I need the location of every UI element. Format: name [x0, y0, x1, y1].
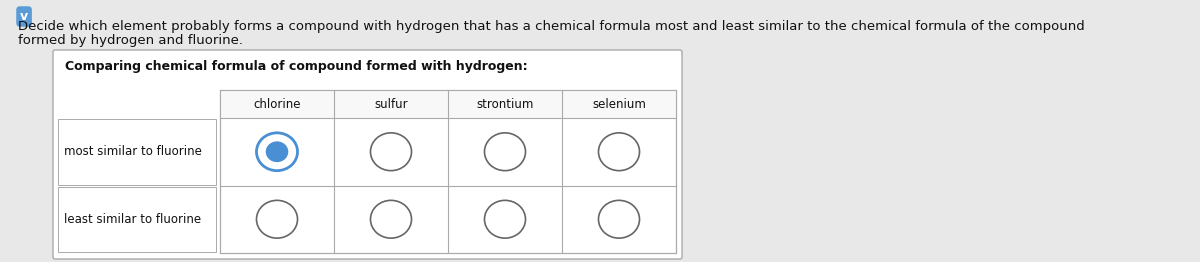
Ellipse shape: [371, 133, 412, 171]
Ellipse shape: [599, 133, 640, 171]
Bar: [58, 119, 216, 184]
Text: least similar to fluorine: least similar to fluorine: [64, 213, 202, 226]
Ellipse shape: [371, 200, 412, 238]
Ellipse shape: [485, 200, 526, 238]
Ellipse shape: [599, 200, 640, 238]
Text: v: v: [20, 10, 28, 23]
Ellipse shape: [265, 141, 288, 162]
Text: Decide which element probably forms a compound with hydrogen that has a chemical: Decide which element probably forms a co…: [18, 20, 1085, 33]
Text: Comparing chemical formula of compound formed with hydrogen:: Comparing chemical formula of compound f…: [65, 60, 528, 73]
Text: most similar to fluorine: most similar to fluorine: [64, 145, 202, 158]
Text: formed by hydrogen and fluorine.: formed by hydrogen and fluorine.: [18, 34, 242, 47]
Bar: [220, 90, 676, 118]
Ellipse shape: [257, 200, 298, 238]
Text: chlorine: chlorine: [253, 97, 301, 111]
Bar: [220, 90, 676, 253]
Ellipse shape: [485, 133, 526, 171]
Ellipse shape: [257, 133, 298, 171]
Text: sulfur: sulfur: [374, 97, 408, 111]
FancyBboxPatch shape: [53, 50, 682, 259]
Bar: [58, 187, 216, 252]
Text: selenium: selenium: [592, 97, 646, 111]
Text: strontium: strontium: [476, 97, 534, 111]
